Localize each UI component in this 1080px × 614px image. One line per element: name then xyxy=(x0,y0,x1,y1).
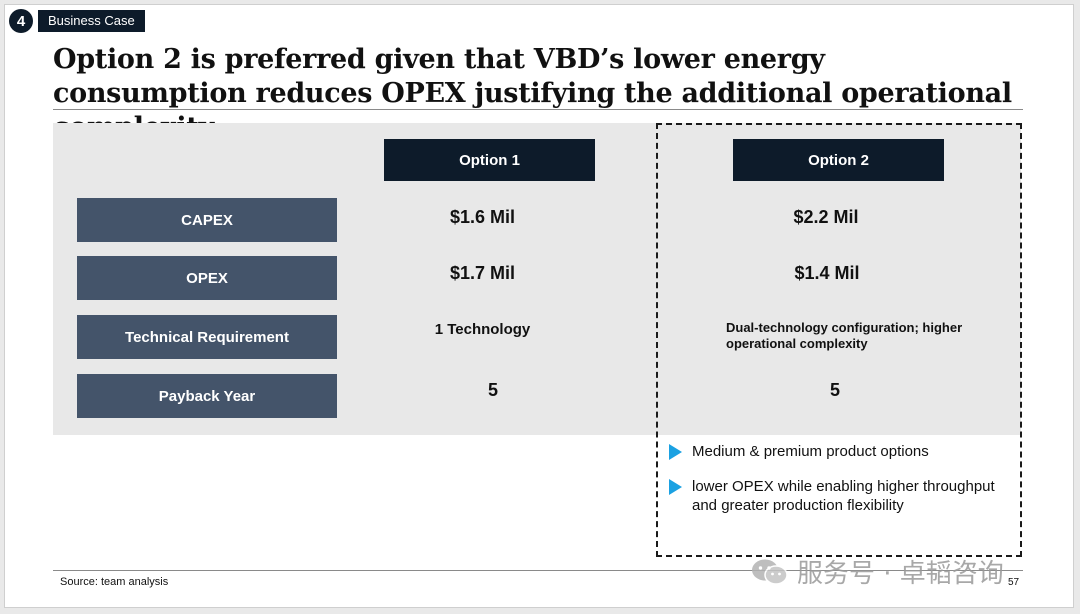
watermark-text: 服务号 · 卓韬咨询 xyxy=(797,559,1004,589)
option-2-capex: $2.2 Mil xyxy=(793,207,859,227)
section-number-badge: 4 xyxy=(9,9,33,33)
triangle-bullet-icon xyxy=(669,479,682,495)
footer-divider xyxy=(53,570,1023,571)
bullet-item: Medium & premium product options xyxy=(669,442,1014,461)
slide-title: Option 2 is preferred given that VBD’s l… xyxy=(53,44,1012,143)
option-2-payback-year: 5 xyxy=(829,380,840,400)
row-label-payback-year: Payback Year xyxy=(77,374,337,418)
row-label-opex: OPEX xyxy=(77,256,337,300)
bullet-text: Medium & premium product options xyxy=(692,443,929,460)
row-label-technical-requirement: Technical Requirement xyxy=(77,315,337,359)
wechat-icon xyxy=(752,559,788,585)
watermark: 服务号 · 卓韬咨询 xyxy=(751,553,1004,590)
option-2-header: Option 2 xyxy=(733,139,944,181)
option-1-header: Option 1 xyxy=(384,139,595,181)
option-2-technical-requirement: Dual-technology configuration; higher op… xyxy=(726,320,963,351)
page-number: 57 xyxy=(1008,577,1020,588)
option-1-technical-requirement: 1 Technology xyxy=(434,321,531,338)
option-1-payback-year: 5 xyxy=(487,380,498,400)
source-note: Source: team analysis xyxy=(60,576,169,588)
triangle-bullet-icon xyxy=(669,444,682,460)
option-2-opex: $1.4 Mil xyxy=(794,263,860,283)
bullet-text: lower OPEX while enabling higher through… xyxy=(692,478,995,514)
option-1-capex: $1.6 Mil xyxy=(449,207,516,227)
bullet-item: lower OPEX while enabling higher through… xyxy=(669,477,1014,515)
row-label-capex: CAPEX xyxy=(77,198,337,242)
option-1-opex: $1.7 Mil xyxy=(449,263,516,283)
option-2-highlight-box xyxy=(656,123,1022,557)
section-tag: Business Case xyxy=(38,10,145,32)
title-divider xyxy=(53,109,1023,110)
slide: 4 Business Case Option 2 is preferred gi… xyxy=(4,4,1074,608)
